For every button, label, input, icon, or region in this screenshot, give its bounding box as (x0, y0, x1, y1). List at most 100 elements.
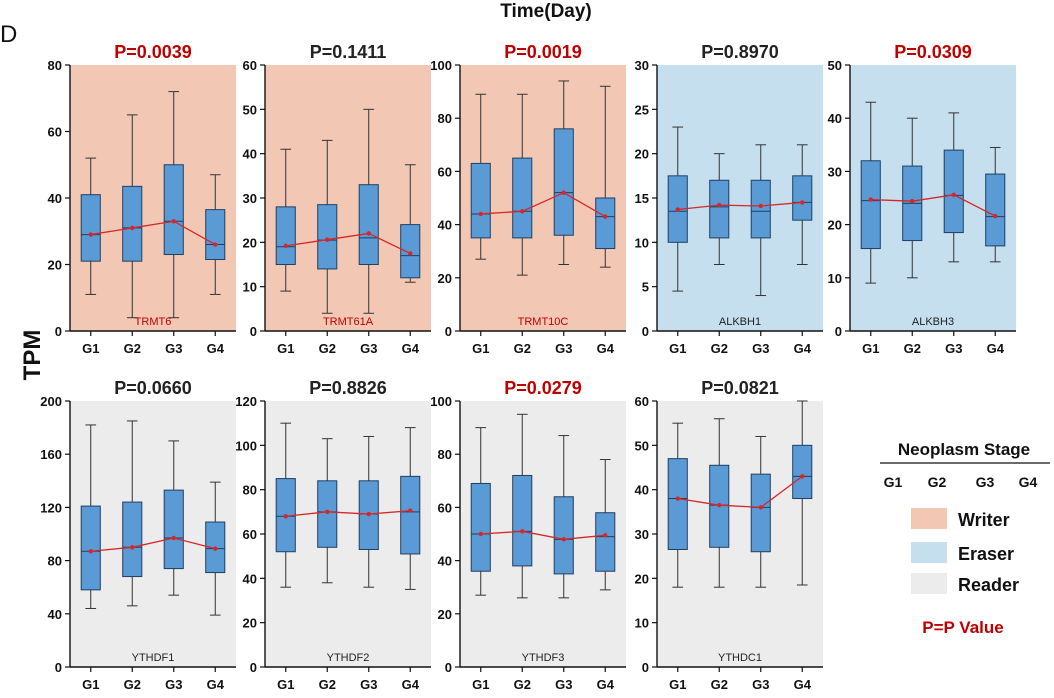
y-axis-title: TPM (19, 330, 46, 381)
mean-point (951, 192, 956, 198)
iqr-box (595, 512, 616, 572)
y-tick-label: 80 (48, 58, 62, 73)
gene-label: TRMT6 (135, 316, 172, 328)
panels: P=0.0039 0 20 40 60 80 G1 G2 G3 G4 TRMT6 P=0.1411 0 1… (40, 42, 1016, 692)
x-tick-label: G1 (82, 677, 99, 692)
box-g4 (205, 174, 226, 295)
time-label: Time(Day) (500, 1, 592, 22)
panel-alkbh3: P=0.0309 0 10 20 30 40 50 G1 G2 G3 G4 ALKBH3 (828, 42, 1016, 356)
legend-stage-2: G2 (928, 474, 947, 490)
iqr-box (595, 197, 616, 250)
y-tick-label: 10 (828, 271, 842, 286)
mean-point (800, 474, 805, 479)
mean-point (130, 545, 135, 550)
mean-point (325, 237, 330, 242)
x-tick-label: G3 (555, 341, 572, 356)
mean-line (285, 232, 411, 255)
mean-line (870, 194, 996, 217)
y-tick-label: 0 (55, 660, 62, 675)
box-g2 (317, 139, 338, 314)
box-g3 (163, 91, 184, 319)
mean-point (675, 496, 680, 501)
x-tick-label: G4 (207, 677, 225, 692)
mean-point (366, 231, 371, 236)
box-g2 (317, 438, 338, 584)
mean-point (520, 529, 525, 534)
box-g1 (80, 424, 101, 609)
y-tick-label: 25 (635, 102, 649, 117)
box-g1 (470, 93, 491, 260)
mean-point (366, 511, 371, 517)
panel-ythdf3: P=0.0279 0 20 40 60 80 100 G1 G2 G3 G4 YTHDF3 (430, 378, 626, 692)
box-g3 (163, 440, 184, 596)
y-tick-label: 50 (828, 58, 842, 73)
mean-point (675, 207, 680, 212)
y-tick-label: 40 (828, 111, 842, 126)
y-tick-label: 20 (243, 235, 257, 250)
panel-title: P=0.0660 (114, 378, 192, 398)
iqr-box (275, 206, 296, 266)
mean-point (88, 232, 93, 237)
legend-stage-4: G4 (1019, 474, 1038, 490)
panel-ythdf2: P=0.8826 0 20 40 60 80 100 120 G1 G2 G3 G4 YTHDF2 (235, 378, 431, 692)
iqr-box (512, 157, 533, 239)
y-tick-label: 60 (438, 164, 452, 179)
iqr-box (667, 458, 688, 551)
iqr-box (317, 480, 338, 548)
iqr-box (358, 184, 379, 265)
iqr-box (400, 475, 421, 555)
legend-title: Neoplasm Stage (898, 440, 1030, 459)
legend-label-eraser: Eraser (958, 544, 1014, 564)
mean-line (285, 510, 411, 517)
y-tick-label: 40 (438, 554, 452, 569)
mean-point (213, 242, 218, 247)
mean-point (758, 505, 763, 510)
y-tick-label: 80 (438, 447, 452, 462)
y-tick-label: 0 (642, 660, 649, 675)
x-tick-label: G3 (360, 677, 377, 692)
x-tick-label: G1 (862, 341, 879, 356)
x-tick-label: G3 (752, 677, 769, 692)
y-tick-label: 0 (250, 660, 257, 675)
legend-swatch-reader (911, 573, 947, 594)
panel-trmt10c: P=0.0019 0 20 40 60 80 100 G1 G2 G3 G4 TRMT10C (430, 42, 626, 356)
x-tick-label: G4 (597, 341, 615, 356)
iqr-box (470, 162, 491, 239)
y-tick-label: 40 (438, 218, 452, 233)
x-tick-label: G1 (277, 677, 294, 692)
box-g3 (750, 144, 771, 297)
iqr-box (163, 489, 184, 570)
y-tick-label: 10 (243, 280, 257, 295)
mean-line (90, 220, 216, 246)
panel-letter: D (0, 21, 17, 48)
mean-point (758, 203, 763, 209)
iqr-box (163, 164, 184, 256)
mean-point (993, 213, 998, 219)
y-tick-label: 100 (430, 58, 452, 73)
y-tick-label: 30 (635, 58, 649, 73)
y-tick-label: 50 (635, 438, 649, 453)
y-tick-label: 60 (438, 500, 452, 515)
iqr-box (80, 505, 101, 591)
box-g4 (400, 427, 421, 590)
mean-point (408, 251, 413, 256)
iqr-box (205, 209, 226, 261)
x-tick-label: G4 (794, 341, 812, 356)
x-tick-label: G2 (319, 341, 336, 356)
gene-label: ALKBH3 (912, 316, 954, 328)
y-tick-label: 100 (430, 394, 452, 409)
x-tick-label: G2 (904, 341, 921, 356)
mean-point (130, 225, 135, 231)
x-tick-label: G3 (165, 341, 182, 356)
y-tick-label: 30 (635, 527, 649, 542)
y-tick-label: 30 (243, 191, 257, 206)
box-g3 (553, 80, 574, 265)
iqr-box (792, 444, 813, 500)
box-g4 (595, 85, 616, 268)
y-tick-label: 5 (642, 280, 649, 295)
y-tick-label: 160 (40, 447, 62, 462)
y-tick-label: 60 (635, 394, 649, 409)
y-tick-label: 20 (635, 571, 649, 586)
mean-point (171, 535, 176, 541)
x-tick-label: G3 (945, 341, 962, 356)
